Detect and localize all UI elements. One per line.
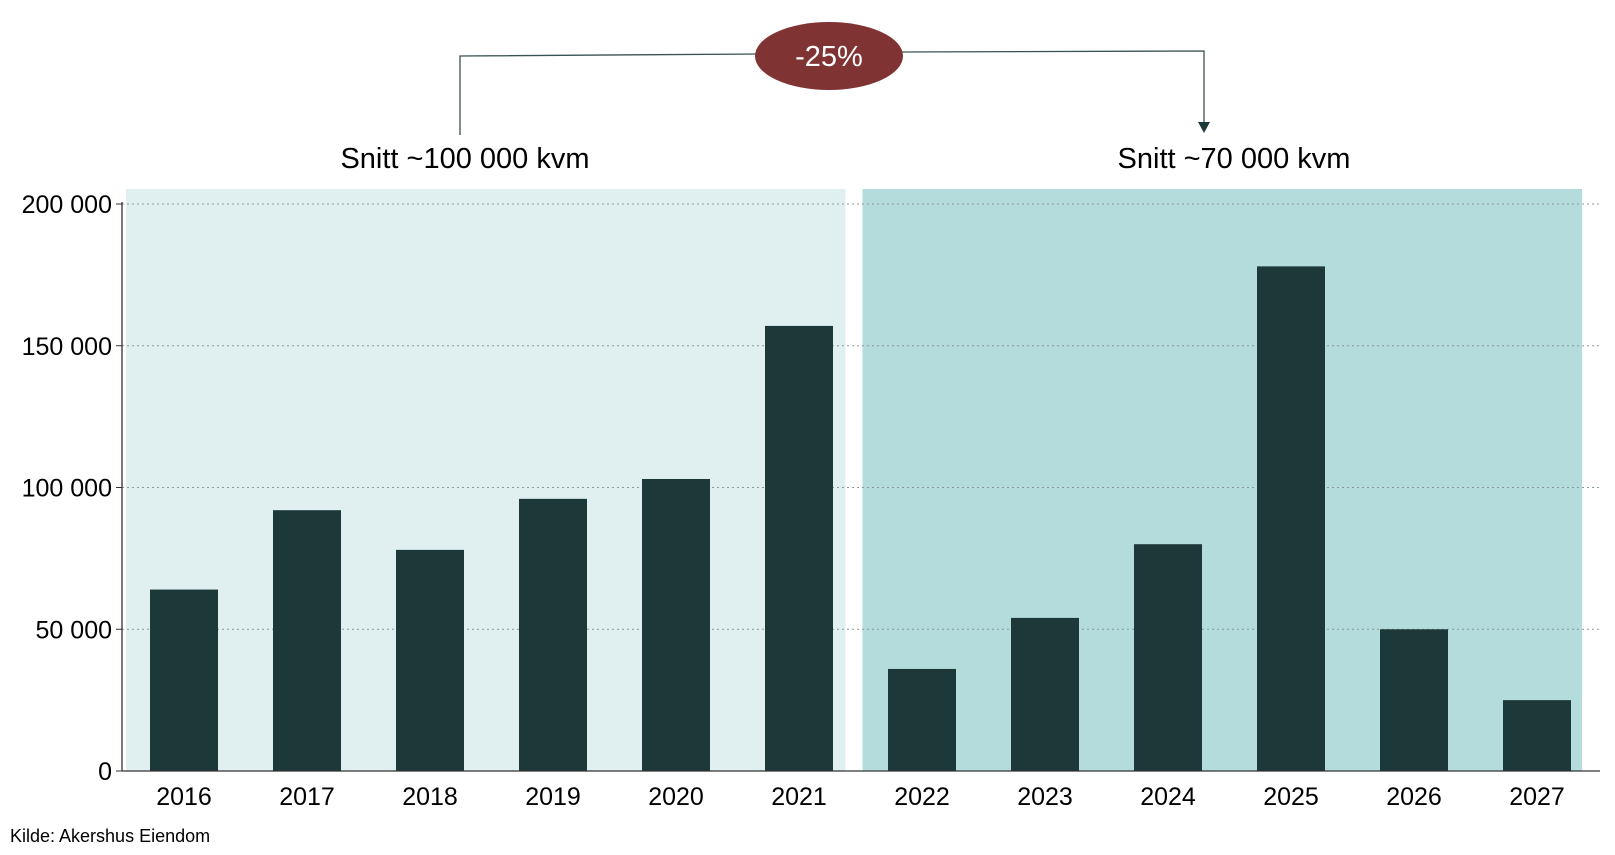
change-badge [755,22,903,90]
y-tick-label: 150 000 [22,333,112,361]
x-tick-label: 2022 [894,783,950,811]
bar-2021 [765,325,833,771]
x-tick-label: 2027 [1509,783,1565,811]
source-note: Kilde: Akershus Eiendom [10,826,210,846]
x-tick-label: 2019 [525,783,581,811]
x-tick-label: 2023 [1017,783,1073,811]
bar-2024 [1134,544,1202,771]
bar-2027 [1503,700,1571,771]
x-tick-label: 2024 [1140,783,1196,811]
x-tick-label: 2016 [156,783,212,811]
bar-2025 [1257,266,1325,771]
y-tick-label: 50 000 [36,616,112,644]
bar-2019 [519,498,587,771]
x-tick-label: 2018 [402,783,458,811]
bar-2026 [1380,629,1448,771]
annotation-connector-left [459,53,761,135]
y-tick-label: 0 [98,758,112,786]
period-label-1: Snitt ~100 000 kvm [340,143,589,175]
bar-2017 [273,510,341,771]
bar-2016 [150,589,218,771]
period-background-2 [862,189,1582,771]
x-tick-label: 2020 [648,783,704,811]
y-tick-label: 200 000 [22,191,112,219]
bar-2020 [642,478,710,771]
bar-2018 [396,549,464,771]
period-label-2: Snitt ~70 000 kvm [1118,143,1351,175]
y-tick-label: 100 000 [22,475,112,503]
annotation-connector-right [899,50,1205,124]
x-tick-label: 2021 [771,783,827,811]
bar-2023 [1011,617,1079,771]
arrow-head-icon [1198,122,1210,133]
period-background-1 [126,189,846,771]
change-badge-label: -25% [795,41,863,73]
x-tick-label: 2017 [279,783,335,811]
bar-2022 [888,668,956,771]
x-tick-label: 2025 [1263,783,1319,811]
x-tick-label: 2026 [1386,783,1442,811]
